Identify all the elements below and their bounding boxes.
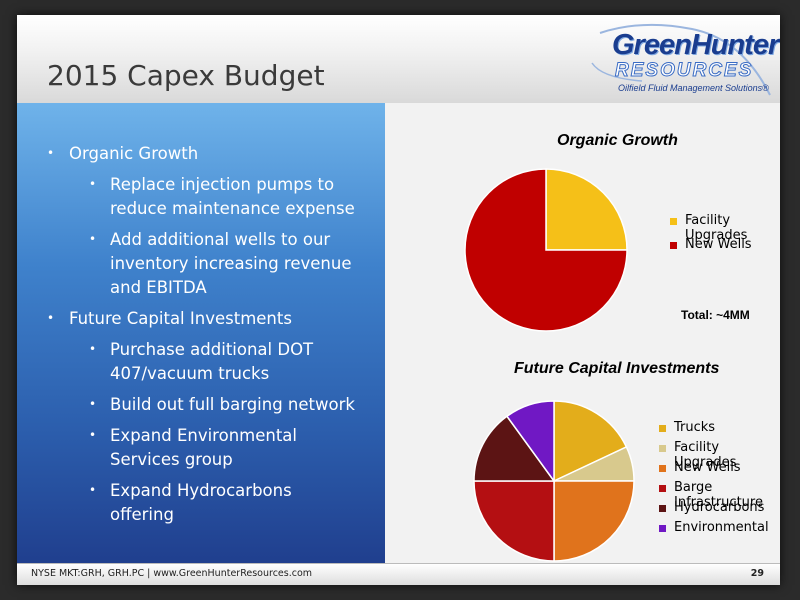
sub-bullet-item: Build out full barging network (110, 393, 378, 417)
legend-swatch (659, 425, 666, 432)
logo-tagline: Oilfield Fluid Management Solutions® (618, 83, 769, 93)
chart-1-title: Organic Growth (557, 132, 678, 149)
organic-growth-slice-facility-upgrades (545, 168, 628, 251)
bullet-list: • Organic Growth • Replace injection pumps … (17, 103, 385, 563)
organic-growth-slice-new-wells (464, 168, 628, 332)
page-number: 29 (750, 568, 764, 579)
bullet-line: Add additional wells to our (110, 230, 331, 249)
legend-swatch (659, 505, 666, 512)
legend-swatch (659, 525, 666, 532)
bullet-dot-icon: • (89, 232, 97, 246)
bullet-dot-icon: • (89, 397, 97, 411)
slide: 2015 Capex Budget GreenHunter RESOURCES … (17, 15, 780, 585)
legend-label: Environmental (674, 520, 769, 535)
bullet-line: Services group (110, 450, 233, 469)
slide-footer: NYSE MKT:GRH, GRH.PC | www.GreenHunterRe… (17, 563, 780, 585)
bullet-dot-icon: • (47, 146, 55, 160)
company-logo: GreenHunter RESOURCES Oilfield Fluid Man… (582, 23, 779, 98)
bullet-item: Organic Growth (69, 142, 198, 166)
sub-bullet-item: Expand Hydrocarbons offering (110, 479, 378, 527)
bullet-line: offering (110, 505, 174, 524)
logo-line2: RESOURCES (614, 60, 754, 82)
bullet-line: Build out full barging network (110, 395, 355, 414)
logo-line1: GreenHunter (612, 29, 779, 61)
bullet-line: and EBITDA (110, 278, 207, 297)
legend-label: Facility Upgrades (674, 440, 737, 470)
legend-swatch (659, 445, 666, 452)
bullet-dot-icon: • (89, 428, 97, 442)
bullet-panel: • Organic Growth • Replace injection pumps … (17, 103, 385, 563)
slide-title: 2015 Capex Budget (47, 59, 325, 92)
legend-label: New Wells (674, 460, 741, 475)
title-bar: 2015 Capex Budget GreenHunter RESOURCES … (17, 15, 780, 103)
sub-bullet-item: Add additional wells to our inventory inc… (110, 228, 378, 300)
bullet-line: 407/vacuum trucks (110, 364, 270, 383)
chart-1-total: Total: ~4MM (681, 308, 750, 322)
charts-panel: Organic Growth Facility Upgrades New Well… (385, 103, 780, 563)
bullet-dot-icon: • (89, 483, 97, 497)
future-capital-slice-barge-infrastructure (473, 480, 555, 562)
chart-2-title: Future Capital Investments (514, 360, 720, 377)
legend-swatch (659, 485, 666, 492)
bullet-line: Expand Environmental (110, 426, 298, 445)
legend-label: Hydrocarbons (674, 500, 765, 515)
bullet-line: inventory increasing revenue (110, 254, 352, 273)
legend-label: New Wells (685, 237, 752, 252)
legend-swatch (670, 242, 677, 249)
sub-bullet-item: Purchase additional DOT 407/vacuum trucks (110, 338, 378, 386)
bullet-dot-icon: • (47, 311, 55, 325)
bullet-dot-icon: • (89, 342, 97, 356)
bullet-line: Future Capital Investments (69, 309, 292, 328)
organic-growth-pie (464, 168, 635, 562)
future-capital-slice-trucks (553, 400, 628, 483)
bullet-line: Expand Hydrocarbons (110, 481, 292, 500)
legend-swatch (659, 465, 666, 472)
bullet-line: Replace injection pumps to (110, 175, 335, 194)
future-capital-slice-new-wells (553, 480, 635, 562)
footer-text: NYSE MKT:GRH, GRH.PC | www.GreenHunterRe… (31, 568, 313, 579)
legend-swatch (670, 218, 677, 225)
sub-bullet-item: Replace injection pumps to reduce mainten… (110, 173, 378, 221)
legend-label: Facility Upgrades (685, 213, 748, 243)
bullet-item: Future Capital Investments (69, 307, 292, 331)
future-capital-slice-environmental (505, 400, 555, 484)
bullet-line: Organic Growth (69, 144, 199, 163)
logo-swoosh-icon (591, 23, 771, 96)
bullet-line: Purchase additional DOT (110, 340, 314, 359)
sub-bullet-item: Expand Environmental Services group (110, 424, 378, 472)
bullet-line: reduce maintenance expense (110, 199, 355, 218)
bullet-dot-icon: • (89, 177, 97, 191)
future-capital-slice-hydrocarbons (473, 415, 556, 482)
legend-label: Trucks (674, 420, 716, 435)
legend-label: Barge Infrastructure (674, 480, 763, 510)
